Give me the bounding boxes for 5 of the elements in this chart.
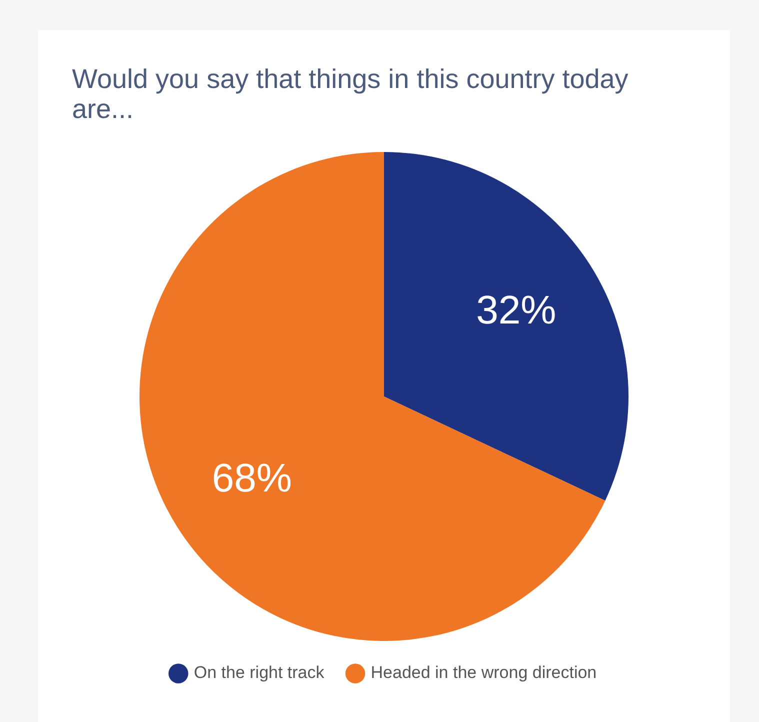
legend-label: Headed in the wrong direction [370, 663, 597, 682]
data-label: 68% [212, 456, 292, 500]
legend-label: On the right track [194, 663, 325, 682]
data-label: 32% [476, 288, 556, 333]
chart-title: Would you say that things in this country today are... [72, 64, 630, 124]
